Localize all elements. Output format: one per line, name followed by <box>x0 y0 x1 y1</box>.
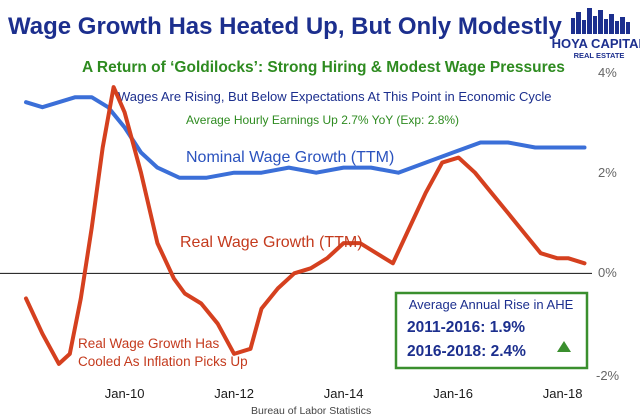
info-box-row-2011-2016: 2011-2016: 1.9% <box>407 319 525 336</box>
x-tick-label: Jan-18 <box>543 386 583 401</box>
annotation-line2: Cooled As Inflation Picks Up <box>78 354 248 369</box>
info-box-border <box>394 291 589 370</box>
up-arrow-icon <box>557 341 571 352</box>
chart-title: Wage Growth Has Heated Up, But Only Mode… <box>8 13 562 40</box>
y-tick-label: 0% <box>598 265 617 280</box>
x-tick-label: Jan-10 <box>105 386 145 401</box>
logo-line1: HOYA CAPITAL <box>552 36 640 51</box>
nominal-wage-growth-line <box>24 95 587 180</box>
x-tick-label: Jan-16 <box>433 386 473 401</box>
logo-line2: REAL ESTATE <box>574 51 625 60</box>
note-ahe: Average Hourly Earnings Up 2.7% YoY (Exp… <box>186 113 459 127</box>
info-box-title: Average Annual Rise in AHE <box>409 297 574 312</box>
y-tick-label: -2% <box>596 368 620 383</box>
info-box-row-2016-2018: 2016-2018: 2.4% <box>407 343 526 360</box>
y-tick-label: 4% <box>598 65 617 80</box>
hoya-capital-logo: HOYA CAPITAL REAL ESTATE <box>552 8 640 60</box>
real-series-label: Real Wage Growth (TTM) <box>180 234 363 251</box>
y-tick-label: 2% <box>598 165 617 180</box>
source-label: Bureau of Labor Statistics <box>251 405 371 417</box>
note-wages-rising: Wages Are Rising, But Below Expectations… <box>118 89 552 104</box>
annotation-line1: Real Wage Growth Has <box>78 336 220 351</box>
skyline-icon <box>571 8 630 34</box>
nominal-series-label: Nominal Wage Growth (TTM) <box>186 149 394 166</box>
y-axis: 4% 2% 0% -2% <box>596 65 620 383</box>
x-axis: Jan-10 Jan-12 Jan-14 Jan-16 Jan-18 <box>105 386 583 401</box>
x-tick-label: Jan-14 <box>324 386 364 401</box>
chart-subtitle: A Return of ‘Goldilocks’: Strong Hiring … <box>82 59 565 76</box>
info-box: Average Annual Rise in AHE 2011-2016: 1.… <box>394 291 589 370</box>
x-tick-label: Jan-12 <box>214 386 254 401</box>
real-wage-growth-line <box>24 85 587 366</box>
